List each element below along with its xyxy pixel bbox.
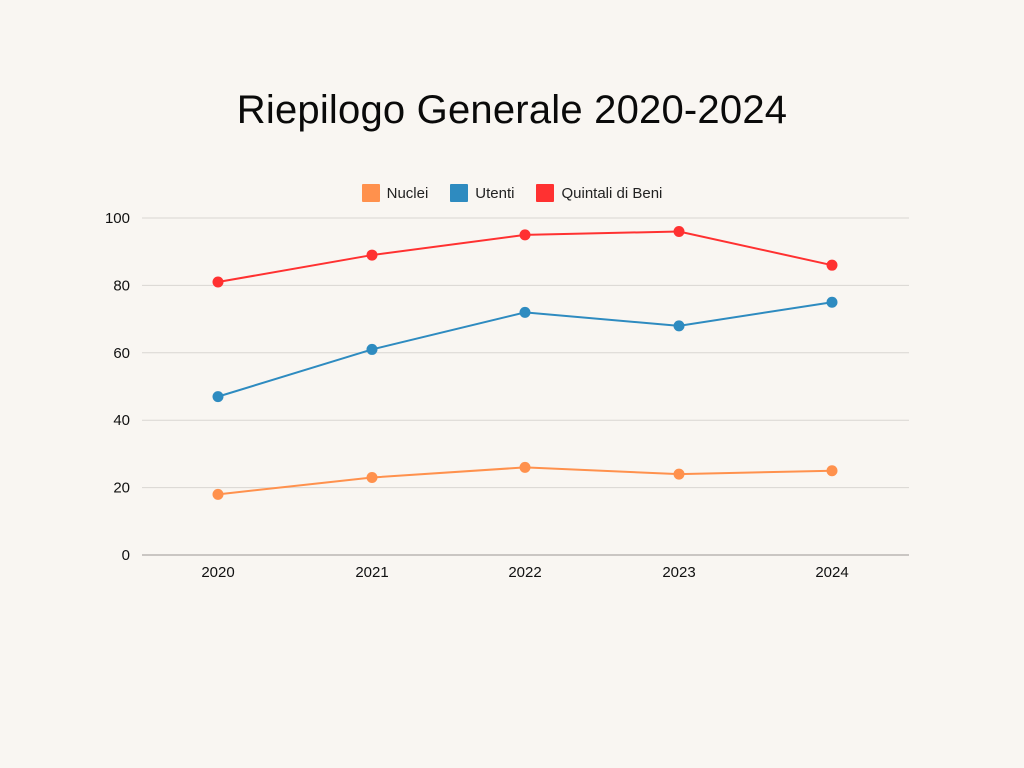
- data-point-quintali-di-beni-2024: [826, 259, 838, 271]
- data-point-utenti-2021: [366, 343, 378, 355]
- data-point-utenti-2023: [673, 320, 685, 332]
- data-point-nuclei-2022: [519, 461, 531, 473]
- x-tick-label-2024: 2024: [815, 564, 848, 581]
- data-point-nuclei-2021: [366, 471, 378, 483]
- legend-swatch-nuclei: [361, 184, 380, 202]
- y-tick-label-20: 20: [113, 480, 130, 497]
- chart-legend: Nuclei Utenti Quintali di Beni: [0, 184, 1024, 202]
- x-tick-label-2020: 2020: [201, 564, 234, 581]
- y-tick-label-80: 80: [113, 277, 130, 294]
- data-point-quintali-di-beni-2023: [673, 225, 685, 237]
- legend-label-utenti: Utenti: [475, 184, 515, 202]
- data-point-quintali-di-beni-2022: [519, 229, 531, 241]
- legend-item-utenti: Utenti: [450, 184, 514, 202]
- x-tick-label-2022: 2022: [508, 564, 541, 581]
- data-point-nuclei-2023: [673, 468, 685, 480]
- axes: 0 20 40 60 80 100 2020 2021 2022 2023 2024: [105, 210, 909, 581]
- y-tick-label-40: 40: [113, 412, 130, 429]
- data-point-quintali-di-beni-2020: [212, 276, 224, 288]
- data-point-utenti-2020: [212, 391, 224, 403]
- legend-item-quintali: Quintali di Beni: [536, 184, 662, 202]
- legend-label-nuclei: Nuclei: [386, 184, 429, 202]
- data-points: [212, 225, 838, 500]
- legend-swatch-utenti: [450, 184, 469, 202]
- data-point-utenti-2024: [826, 296, 838, 308]
- data-point-nuclei-2020: [212, 488, 224, 500]
- y-tick-label-60: 60: [113, 345, 130, 362]
- data-point-nuclei-2024: [826, 465, 838, 477]
- legend-label-quintali: Quintali di Beni: [561, 184, 663, 202]
- data-point-quintali-di-beni-2021: [366, 249, 378, 261]
- data-point-utenti-2022: [519, 306, 531, 318]
- legend-swatch-quintali: [536, 184, 555, 202]
- x-tick-label-2023: 2023: [662, 564, 695, 581]
- series-lines: [217, 230, 833, 496]
- grid-lines: [142, 217, 909, 489]
- x-tick-label-2021: 2021: [355, 564, 388, 581]
- legend-item-nuclei: Nuclei: [361, 184, 429, 202]
- y-tick-label-0: 0: [122, 547, 130, 564]
- y-tick-label-100: 100: [105, 210, 130, 227]
- chart-title: Riepilogo Generale 2020-2024: [236, 88, 788, 132]
